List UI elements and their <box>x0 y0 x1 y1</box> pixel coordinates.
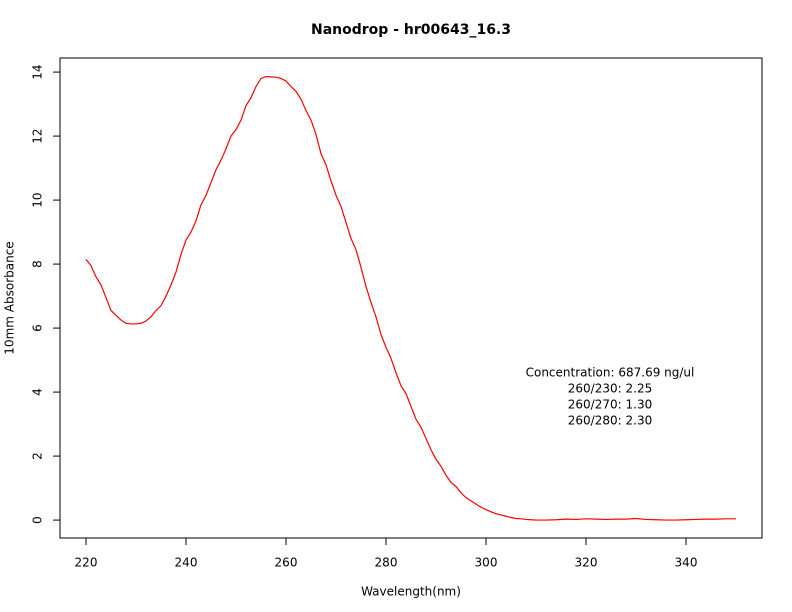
x-tick-label: 320 <box>575 556 598 570</box>
y-tick-label: 12 <box>31 128 45 143</box>
plot-box <box>59 57 763 539</box>
annotation: 260/270: 1.30 <box>568 398 652 412</box>
x-tick-label: 340 <box>675 556 698 570</box>
x-tick-label: 240 <box>175 556 198 570</box>
y-tick-label: 0 <box>31 516 45 524</box>
x-tick-label: 280 <box>375 556 398 570</box>
data-line <box>85 75 736 521</box>
y-tick-label: 10 <box>31 192 45 207</box>
annotation: 260/230: 2.25 <box>568 382 652 396</box>
chart-title: Nanodrop - hr00643_16.3 <box>311 22 511 38</box>
x-tick-label: 300 <box>475 556 498 570</box>
x-axis-label: Wavelength(nm) <box>361 585 461 599</box>
y-axis-label: 10mm Absorbance <box>3 241 17 354</box>
y-tick-label: 4 <box>31 388 45 396</box>
x-tick-label: 220 <box>75 556 98 570</box>
annotation: 260/280: 2.30 <box>568 414 652 428</box>
y-tick-label: 8 <box>31 260 45 268</box>
y-tick-label: 6 <box>31 324 45 332</box>
annotation: Concentration: 687.69 ng/ul <box>526 366 695 380</box>
y-tick-label: 14 <box>31 64 45 79</box>
x-tick-label: 260 <box>275 556 298 570</box>
y-tick-label: 2 <box>31 452 45 460</box>
